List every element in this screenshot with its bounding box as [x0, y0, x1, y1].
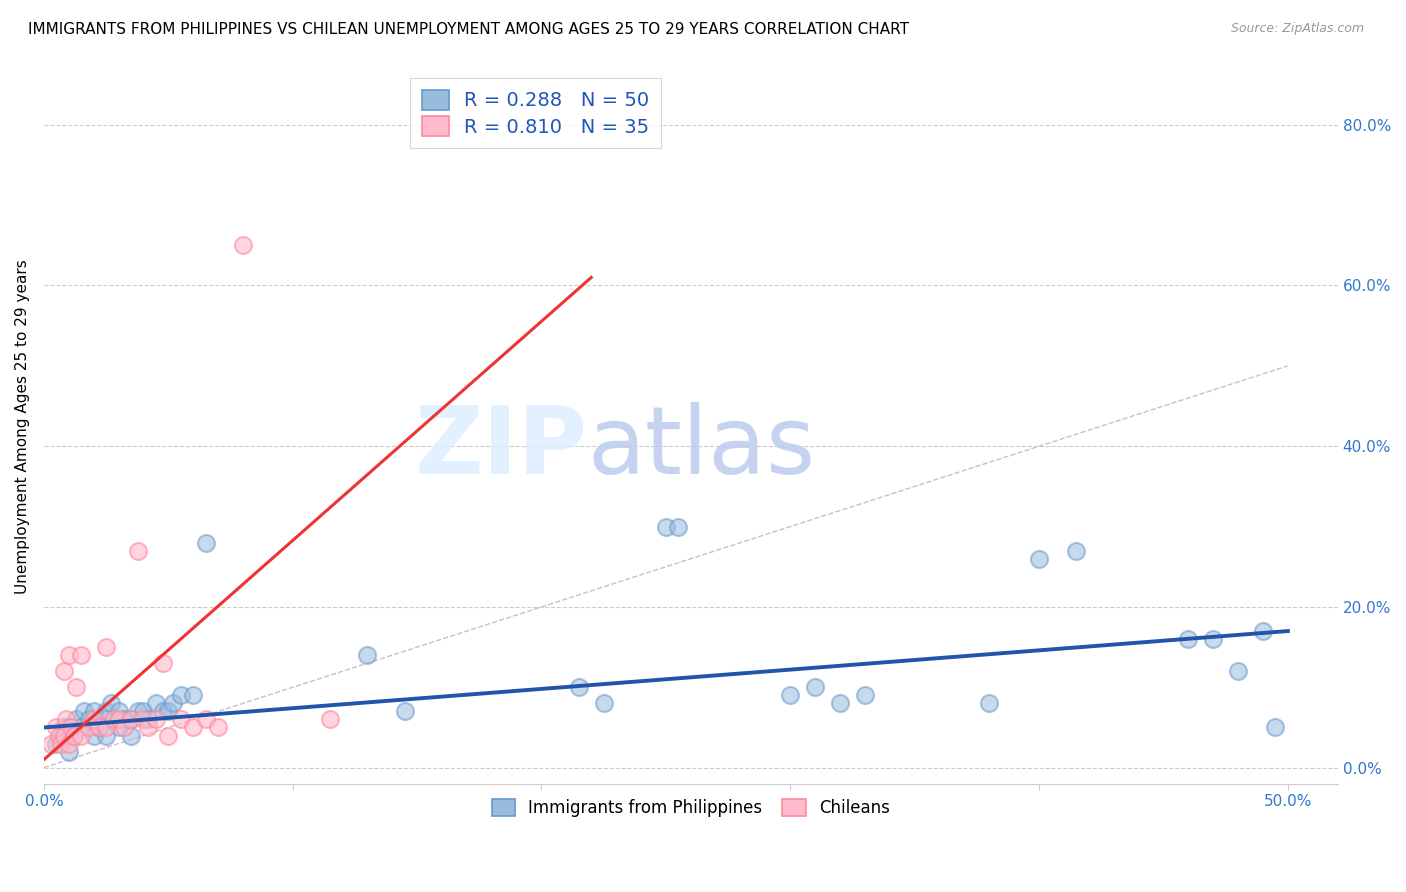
Point — [132, 713, 155, 727]
Point — [1177, 632, 1199, 646]
Point — [394, 705, 416, 719]
Point — [181, 721, 204, 735]
Point — [1264, 721, 1286, 735]
Text: Source: ZipAtlas.com: Source: ZipAtlas.com — [1230, 22, 1364, 36]
Point — [52, 729, 75, 743]
Point — [655, 519, 678, 533]
Point — [1028, 551, 1050, 566]
Point — [58, 737, 80, 751]
Point — [145, 697, 167, 711]
Point — [666, 519, 689, 533]
Point — [181, 689, 204, 703]
Point — [112, 713, 135, 727]
Point — [52, 664, 75, 678]
Point — [132, 705, 155, 719]
Point — [62, 729, 84, 743]
Point — [94, 705, 117, 719]
Point — [94, 640, 117, 654]
Point — [592, 697, 614, 711]
Legend: Immigrants from Philippines, Chileans: Immigrants from Philippines, Chileans — [484, 790, 898, 825]
Y-axis label: Unemployment Among Ages 25 to 29 years: Unemployment Among Ages 25 to 29 years — [15, 259, 30, 593]
Point — [41, 737, 63, 751]
Point — [152, 656, 174, 670]
Point — [77, 721, 100, 735]
Point — [70, 648, 93, 662]
Point — [120, 713, 142, 727]
Point — [87, 721, 110, 735]
Point — [94, 721, 117, 735]
Point — [73, 705, 96, 719]
Point — [58, 648, 80, 662]
Point — [94, 729, 117, 743]
Point — [45, 721, 67, 735]
Point — [120, 729, 142, 743]
Point — [48, 729, 70, 743]
Point — [1227, 664, 1250, 678]
Point — [51, 737, 73, 751]
Point — [58, 721, 80, 735]
Point — [170, 689, 193, 703]
Point — [45, 737, 67, 751]
Point — [170, 713, 193, 727]
Point — [112, 721, 135, 735]
Point — [70, 729, 93, 743]
Point — [157, 729, 180, 743]
Point — [157, 705, 180, 719]
Point — [65, 713, 87, 727]
Point — [58, 745, 80, 759]
Point — [853, 689, 876, 703]
Point — [1202, 632, 1225, 646]
Point — [127, 543, 149, 558]
Point — [107, 713, 129, 727]
Point — [83, 713, 105, 727]
Point — [77, 713, 100, 727]
Text: atlas: atlas — [588, 401, 815, 493]
Point — [207, 721, 229, 735]
Point — [319, 713, 342, 727]
Point — [51, 729, 73, 743]
Point — [152, 705, 174, 719]
Point — [1251, 624, 1274, 638]
Point — [568, 681, 591, 695]
Point — [138, 721, 160, 735]
Point — [107, 705, 129, 719]
Point — [65, 681, 87, 695]
Point — [60, 721, 83, 735]
Point — [52, 721, 75, 735]
Point — [83, 705, 105, 719]
Point — [356, 648, 378, 662]
Point — [103, 713, 125, 727]
Text: IMMIGRANTS FROM PHILIPPINES VS CHILEAN UNEMPLOYMENT AMONG AGES 25 TO 29 YEARS CO: IMMIGRANTS FROM PHILIPPINES VS CHILEAN U… — [28, 22, 910, 37]
Point — [138, 713, 160, 727]
Point — [94, 713, 117, 727]
Point — [55, 713, 77, 727]
Text: ZIP: ZIP — [415, 401, 588, 493]
Point — [145, 713, 167, 727]
Point — [100, 697, 122, 711]
Point — [127, 705, 149, 719]
Point — [979, 697, 1001, 711]
Point — [107, 721, 129, 735]
Point — [83, 729, 105, 743]
Point — [779, 689, 801, 703]
Point — [120, 713, 142, 727]
Point — [232, 238, 254, 252]
Point — [87, 721, 110, 735]
Point — [62, 729, 84, 743]
Point — [828, 697, 851, 711]
Point — [162, 697, 184, 711]
Point — [70, 721, 93, 735]
Point — [804, 681, 827, 695]
Point — [194, 535, 217, 549]
Point — [194, 713, 217, 727]
Point — [1066, 543, 1088, 558]
